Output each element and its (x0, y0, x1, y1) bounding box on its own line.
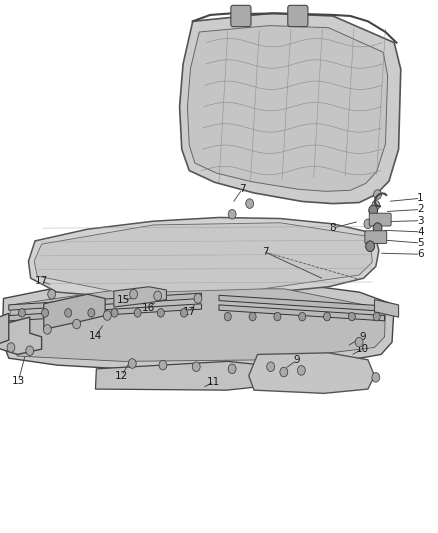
Circle shape (246, 199, 254, 208)
Text: 8: 8 (329, 223, 336, 233)
Polygon shape (114, 287, 166, 307)
Polygon shape (95, 361, 263, 390)
Text: 13: 13 (12, 376, 25, 386)
Polygon shape (44, 294, 105, 329)
Polygon shape (180, 13, 401, 204)
Polygon shape (8, 288, 385, 361)
Circle shape (372, 200, 380, 210)
Circle shape (26, 346, 34, 356)
Circle shape (299, 312, 306, 321)
Circle shape (180, 309, 187, 317)
FancyBboxPatch shape (369, 213, 391, 226)
Text: 11: 11 (207, 377, 220, 386)
Polygon shape (2, 278, 394, 369)
Text: 9: 9 (359, 332, 366, 342)
Polygon shape (0, 317, 42, 354)
Polygon shape (9, 304, 201, 321)
Polygon shape (374, 300, 399, 317)
Circle shape (154, 291, 162, 301)
Circle shape (65, 309, 72, 317)
Circle shape (130, 289, 138, 299)
Text: 15: 15 (117, 295, 130, 304)
Text: 7: 7 (239, 184, 246, 194)
Circle shape (372, 373, 380, 382)
Text: 1: 1 (417, 193, 424, 203)
Circle shape (73, 319, 81, 329)
Circle shape (128, 359, 136, 368)
Circle shape (157, 309, 164, 317)
Circle shape (7, 343, 15, 352)
Circle shape (374, 190, 381, 199)
Text: 3: 3 (417, 216, 424, 225)
Circle shape (111, 309, 118, 317)
Polygon shape (249, 353, 374, 393)
Circle shape (324, 312, 331, 321)
Circle shape (280, 367, 288, 377)
Circle shape (48, 289, 56, 299)
FancyBboxPatch shape (288, 5, 308, 27)
Text: 9: 9 (293, 356, 300, 365)
Circle shape (348, 312, 355, 321)
Circle shape (355, 337, 363, 347)
FancyBboxPatch shape (231, 5, 251, 27)
Circle shape (366, 241, 374, 252)
Text: 17: 17 (183, 307, 196, 317)
Circle shape (42, 309, 49, 317)
Circle shape (228, 364, 236, 374)
Text: 10: 10 (356, 344, 369, 354)
Text: 5: 5 (417, 238, 424, 248)
Polygon shape (34, 223, 372, 293)
Circle shape (373, 223, 382, 233)
Circle shape (228, 209, 236, 219)
Circle shape (274, 312, 281, 321)
Polygon shape (219, 305, 385, 321)
Circle shape (364, 219, 372, 229)
FancyBboxPatch shape (365, 231, 387, 244)
Text: 4: 4 (417, 227, 424, 237)
Circle shape (267, 362, 275, 372)
Circle shape (43, 325, 51, 334)
Circle shape (224, 312, 231, 321)
Circle shape (297, 366, 305, 375)
Circle shape (369, 205, 378, 216)
Circle shape (88, 309, 95, 317)
Circle shape (18, 309, 25, 317)
Polygon shape (0, 313, 9, 346)
Circle shape (194, 294, 202, 303)
Polygon shape (187, 26, 388, 191)
Polygon shape (9, 293, 201, 310)
Text: 6: 6 (417, 249, 424, 259)
Circle shape (159, 360, 167, 370)
Polygon shape (28, 217, 379, 297)
Text: 14: 14 (89, 331, 102, 341)
Circle shape (373, 312, 380, 321)
Polygon shape (219, 295, 385, 311)
Circle shape (249, 312, 256, 321)
Circle shape (103, 311, 111, 320)
Text: 12: 12 (115, 371, 128, 381)
Circle shape (192, 362, 200, 372)
Circle shape (134, 309, 141, 317)
Text: 17: 17 (35, 277, 48, 286)
Text: 7: 7 (261, 247, 268, 257)
Text: 16: 16 (142, 303, 155, 313)
Text: 2: 2 (417, 205, 424, 214)
